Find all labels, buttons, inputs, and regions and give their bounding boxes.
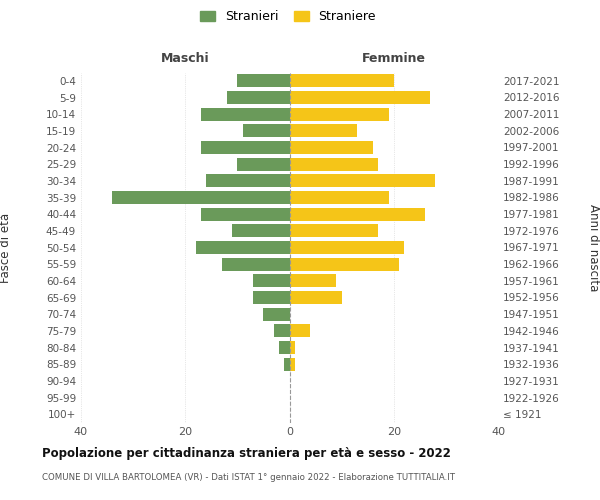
Bar [253,291,290,304]
Text: Anni di nascita: Anni di nascita [587,204,600,291]
Bar [279,341,290,354]
Bar [274,324,290,338]
Bar [201,108,290,120]
Bar [263,308,290,320]
Bar [290,108,389,120]
Bar [290,324,310,338]
Text: Maschi: Maschi [161,52,209,65]
Bar [201,141,290,154]
Text: Fasce di età: Fasce di età [0,212,13,282]
Bar [290,291,341,304]
Bar [290,241,404,254]
Bar [196,241,290,254]
Bar [290,224,378,237]
Bar [206,174,290,188]
Bar [290,358,295,370]
Bar [290,124,357,138]
Bar [290,258,399,270]
Bar [290,141,373,154]
Bar [290,174,436,188]
Bar [232,224,290,237]
Bar [227,91,290,104]
Bar [201,208,290,220]
Bar [290,274,337,287]
Bar [222,258,290,270]
Bar [290,191,389,204]
Bar [290,91,430,104]
Bar [290,208,425,220]
Bar [238,158,290,170]
Text: Popolazione per cittadinanza straniera per età e sesso - 2022: Popolazione per cittadinanza straniera p… [42,448,451,460]
Legend: Stranieri, Straniere: Stranieri, Straniere [196,6,380,26]
Bar [290,74,394,88]
Bar [290,341,295,354]
Bar [242,124,290,138]
Bar [253,274,290,287]
Text: COMUNE DI VILLA BARTOLOMEA (VR) - Dati ISTAT 1° gennaio 2022 - Elaborazione TUTT: COMUNE DI VILLA BARTOLOMEA (VR) - Dati I… [42,472,455,482]
Bar [290,158,378,170]
Bar [238,74,290,88]
Bar [284,358,290,370]
Bar [112,191,290,204]
Text: Femmine: Femmine [362,52,426,65]
